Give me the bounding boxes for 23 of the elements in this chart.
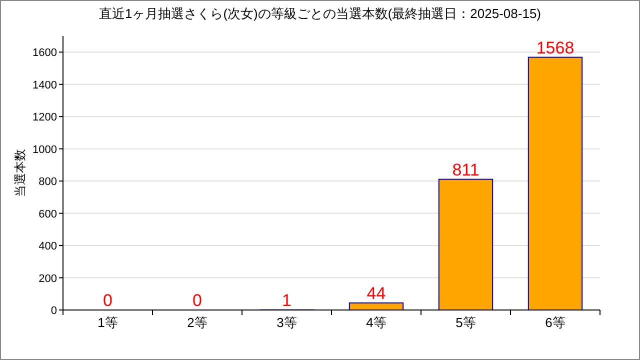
- y-tick-label: 800: [38, 176, 57, 188]
- y-axis-title: 当選本数: [13, 149, 27, 197]
- x-tick-label: 5等: [456, 315, 476, 330]
- y-tick-label: 1600: [32, 47, 57, 60]
- data-label: 1568: [536, 38, 574, 58]
- data-label: 0: [192, 291, 202, 310]
- y-tick-label: 1000: [32, 144, 57, 156]
- data-label: 811: [452, 160, 480, 180]
- y-tick-label: 200: [38, 272, 57, 285]
- data-label: 0: [103, 291, 112, 310]
- y-tick-label: 600: [38, 208, 57, 220]
- x-tick-label: 1等: [98, 315, 118, 330]
- x-tick-label: 4等: [366, 315, 386, 330]
- data-label: 1: [282, 290, 292, 310]
- x-tick-label: 6等: [545, 315, 566, 330]
- y-tick-label: 1200: [32, 112, 57, 124]
- y-tick-label: 400: [38, 240, 57, 253]
- data-label: 44: [366, 284, 386, 303]
- y-tick-label: 0: [50, 305, 57, 317]
- y-tick-label: 1400: [32, 79, 57, 92]
- chart-title: 直近1ヶ月抽選さくら(次女)の等級ごとの当選本数(最終抽選日：2025-08-15): [98, 6, 542, 21]
- x-tick-label: 2等: [187, 315, 208, 330]
- x-tick-label: 3等: [276, 315, 297, 330]
